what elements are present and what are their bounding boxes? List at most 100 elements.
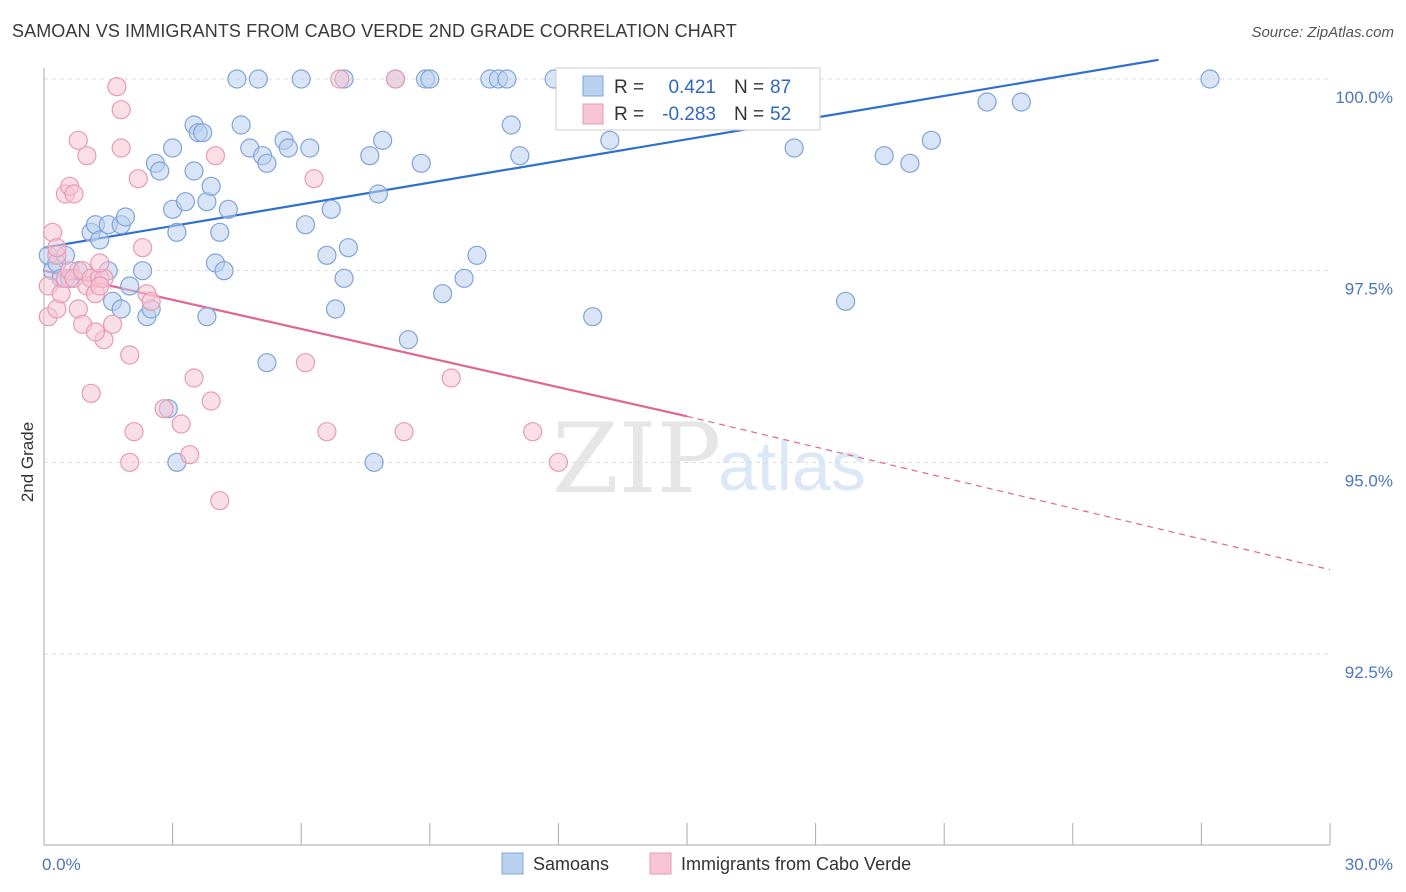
samoans-point bbox=[510, 146, 530, 166]
samoans-point bbox=[836, 291, 856, 311]
cabo-verde-point bbox=[154, 399, 174, 419]
watermark-atlas: atlas bbox=[718, 427, 866, 505]
y-tick-label: 100.0% bbox=[1335, 88, 1393, 107]
samoans-point bbox=[321, 199, 341, 219]
cabo-verde-point bbox=[120, 345, 140, 365]
cabo-verde-point bbox=[111, 138, 131, 158]
cabo-verde-point bbox=[107, 77, 127, 97]
cabo-verde-point bbox=[141, 291, 161, 311]
legend-n-value-1: 87 bbox=[770, 77, 791, 98]
samoans-point bbox=[278, 138, 298, 158]
chart-title: SAMOAN VS IMMIGRANTS FROM CABO VERDE 2ND… bbox=[12, 21, 737, 41]
x-tick-label-min: 0.0% bbox=[42, 855, 81, 874]
source-label: Source: ZipAtlas.com bbox=[1251, 24, 1394, 41]
samoans-point bbox=[467, 245, 487, 265]
samoans-point bbox=[900, 153, 920, 173]
samoans-point bbox=[874, 146, 894, 166]
cabo-verde-point bbox=[171, 414, 191, 434]
bottom-legend-cabo-verde: Immigrants from Cabo Verde bbox=[681, 854, 911, 874]
legend-swatch-cabo-verde bbox=[582, 103, 604, 125]
samoans-point bbox=[433, 284, 453, 304]
grid-lines bbox=[44, 78, 1330, 655]
cabo-verde-point bbox=[128, 169, 148, 189]
samoans-point bbox=[600, 130, 620, 150]
cabo-verde-point bbox=[523, 422, 543, 442]
samoans-point bbox=[454, 268, 474, 288]
y-tick-label: 92.5% bbox=[1345, 663, 1393, 682]
samoans-point bbox=[368, 184, 388, 204]
cabo-verde-point bbox=[90, 253, 110, 273]
cabo-verde-point bbox=[205, 146, 226, 166]
samoans-point bbox=[210, 222, 230, 242]
samoans-point bbox=[248, 69, 268, 89]
legend-r-value-2: -0.283 bbox=[662, 104, 716, 125]
data-points bbox=[38, 69, 1220, 511]
cabo-verde-point bbox=[330, 69, 350, 89]
cabo-verde-point bbox=[295, 353, 316, 373]
samoans-point bbox=[497, 69, 517, 89]
samoans-point bbox=[398, 330, 418, 350]
legend-n-label-2: N = bbox=[734, 104, 764, 125]
cabo-verde-point bbox=[102, 314, 123, 334]
cabo-verde-point bbox=[385, 69, 406, 89]
cabo-verde-point bbox=[124, 422, 144, 442]
x-tick-label-max: 30.0% bbox=[1345, 855, 1393, 874]
samoans-point bbox=[132, 261, 153, 281]
cabo-verde-point bbox=[68, 130, 88, 150]
y-axis-label: 2nd Grade bbox=[18, 422, 37, 502]
bottom-legend: Samoans Immigrants from Cabo Verde bbox=[501, 852, 911, 875]
samoans-point bbox=[163, 138, 183, 158]
samoans-point bbox=[150, 161, 170, 181]
samoans-point bbox=[334, 268, 354, 288]
cabo-verde-point bbox=[304, 169, 324, 189]
samoans-point bbox=[218, 199, 238, 219]
cabo-verde-point bbox=[90, 276, 110, 296]
bottom-legend-swatch-samoans bbox=[501, 852, 524, 875]
samoans-point bbox=[977, 92, 997, 112]
cabo-verde-point bbox=[120, 452, 140, 472]
samoans-point bbox=[411, 153, 431, 173]
samoans-point bbox=[501, 115, 521, 135]
samoans-point bbox=[115, 207, 136, 227]
cabo-verde-point bbox=[64, 184, 84, 204]
cabo-verde-point bbox=[317, 422, 337, 442]
cabo-verde-point bbox=[201, 391, 221, 411]
samoans-point bbox=[111, 299, 131, 319]
samoans-point bbox=[784, 138, 804, 158]
legend-n-label-1: N = bbox=[734, 77, 764, 98]
samoans-point bbox=[214, 261, 234, 281]
cabo-verde-point bbox=[47, 238, 67, 258]
cabo-verde-point bbox=[184, 368, 204, 388]
samoans-point bbox=[921, 130, 941, 150]
samoans-point bbox=[257, 353, 277, 373]
samoans-point bbox=[325, 299, 346, 319]
samoans-point bbox=[1011, 92, 1031, 112]
samoans-point bbox=[583, 307, 603, 327]
cabo-verde-point bbox=[441, 368, 461, 388]
samoans-point bbox=[300, 138, 320, 158]
samoans-point bbox=[317, 245, 337, 265]
tick-labels: 100.0% 97.5% 95.0% 92.5% 0.0% 30.0% bbox=[42, 88, 1393, 874]
samoans-point bbox=[360, 146, 380, 166]
cabo-verde-point bbox=[180, 445, 200, 465]
samoans-point bbox=[90, 230, 110, 250]
y-tick-label: 95.0% bbox=[1345, 471, 1393, 490]
samoans-point bbox=[295, 215, 316, 235]
samoans-point bbox=[120, 276, 140, 296]
legend-r-label-1: R = bbox=[614, 77, 644, 98]
cabo-verde-point bbox=[548, 452, 569, 472]
legend-r-label-2: R = bbox=[614, 104, 644, 125]
cabo-verde-point bbox=[77, 146, 97, 166]
bottom-legend-samoans: Samoans bbox=[533, 854, 609, 874]
samoans-point bbox=[193, 123, 213, 143]
samoans-point bbox=[420, 69, 440, 89]
samoans-point bbox=[338, 238, 358, 258]
samoans-point bbox=[373, 130, 393, 150]
samoans-point bbox=[1200, 69, 1220, 89]
legend-r-value-1: 0.421 bbox=[668, 77, 716, 98]
cabo-verde-point bbox=[111, 100, 131, 120]
samoans-point bbox=[364, 452, 384, 472]
samoans-point bbox=[227, 69, 247, 89]
top-legend: R = 0.421 N = 87 R = -0.283 N = 52 bbox=[555, 67, 821, 131]
